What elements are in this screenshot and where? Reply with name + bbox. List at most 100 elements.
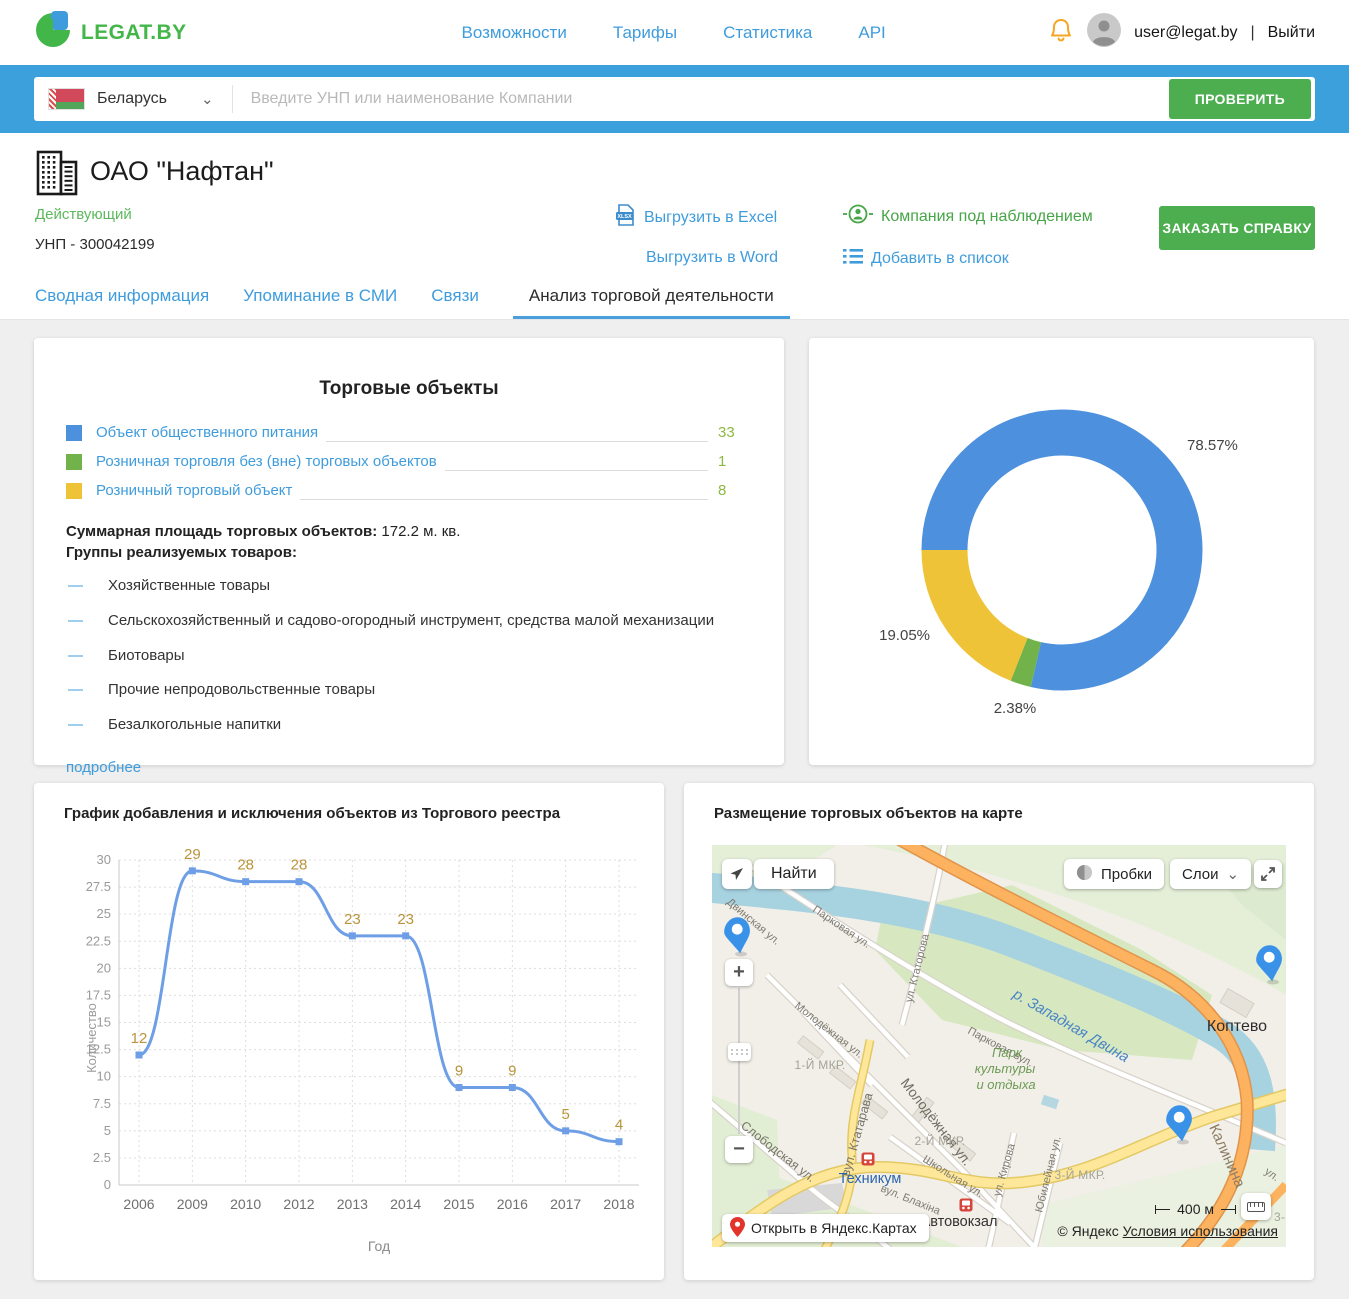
company-tabs: Сводная информация Упоминание в СМИ Связи А… [35,286,790,319]
legend-value: 33 [718,424,735,441]
country-dropdown[interactable]: Беларусь ⌄ [48,88,230,110]
nav-link-1[interactable]: Возможности [461,22,567,42]
ruler-button[interactable] [1241,1193,1271,1220]
nav-link-2[interactable]: Тарифы [612,22,678,42]
svg-text:7.5: 7.5 [93,1096,111,1111]
donut-slice-1[interactable] [921,409,1203,691]
company-watch-link[interactable]: Компания под наблюдением [843,203,1093,230]
legend-label[interactable]: Объект общественного питания [96,424,319,441]
map-canvas: Двинская ул. Парковая ул.ул. КтатороваМол… [712,845,1286,1247]
svg-text:30: 30 [97,852,111,867]
map-label: 2-Й МКР. [914,1133,965,1148]
search-input[interactable] [234,90,1169,108]
fullscreen-button[interactable] [1254,860,1282,888]
dash-icon: — [68,681,83,699]
data-point-2015[interactable] [455,1084,463,1091]
data-point-2014[interactable] [402,932,410,940]
locate-button[interactable] [722,859,752,889]
legend-row-1: Объект общественного питания 33 [66,418,752,447]
data-point-2009[interactable] [188,867,196,875]
map-label: 3-й МК [1274,1210,1286,1224]
notification-bell-icon[interactable] [1048,17,1074,49]
company-unp: УНП - 300042199 [35,236,155,253]
donut-slice-3[interactable] [921,549,1029,681]
dash-icon: — [68,611,83,629]
nav-link-4[interactable]: API [858,22,886,42]
svg-text:25: 25 [97,906,111,921]
data-point-2016[interactable] [508,1084,516,1091]
donut-chart-card: 78.57% 2.38% 19.05% [809,338,1314,765]
traffic-light-icon [1076,864,1093,885]
svg-text:2006: 2006 [123,1196,154,1212]
user-email[interactable]: user@legat.by [1134,23,1238,41]
add-to-list-link[interactable]: Добавить в список [843,248,1009,270]
transit-station-icon [959,1198,973,1212]
more-link[interactable]: подробнее [66,758,142,776]
map-label: Техникум [839,1171,902,1187]
tab-3[interactable]: Связи [431,286,479,305]
donut-chart: 78.57% 2.38% 19.05% [879,409,1238,717]
data-point-2018[interactable] [615,1138,623,1146]
main-nav: Возможности Тарифы Статистика API [461,23,885,43]
goods-group-item-3: — Биотовары [68,646,185,664]
data-point-2017[interactable] [562,1127,570,1135]
company-status: Действующий [35,206,132,223]
donut-slice-2[interactable] [1010,637,1042,688]
map-label: 1-Й МКР. [794,1057,845,1072]
map-attribution: © Яндекс Условия использования [1057,1223,1278,1239]
yandex-map[interactable]: Двинская ул. Парковая ул. ул. Ктаторова Мол… [712,845,1286,1247]
svg-text:2.5: 2.5 [93,1150,111,1165]
search-box: Беларусь ⌄ ПРОВЕРИТЬ [34,77,1315,121]
legend-swatch [66,453,82,470]
svg-text:2015: 2015 [443,1196,474,1212]
legend-label[interactable]: Розничный торговый объект [96,482,293,499]
ruler-icon [1247,1201,1265,1212]
export-excel-link[interactable]: XLSX Выгрузить в Excel [615,204,777,231]
zoom-in-button[interactable]: + [725,959,753,986]
map-find-button[interactable]: Найти [754,859,834,889]
data-point-2010[interactable] [242,878,250,886]
line-chart-card: График добавления и исключения объектов … [34,783,664,1280]
map-pin-3[interactable] [1166,1105,1192,1145]
tab-1[interactable]: Сводная информация [35,286,210,305]
watch-person-icon [843,203,873,230]
zoom-rail [738,988,740,1134]
user-avatar[interactable] [1087,13,1122,52]
legend-row-3: Розничный торговый объект 8 [66,476,752,505]
red-pin-icon [730,1216,745,1240]
terms-link[interactable]: Условия использования [1122,1223,1278,1239]
data-label: 23 [397,911,414,928]
legend-leader-line [326,434,708,442]
goods-group-item-5: — Безалкогольные напитки [68,716,282,733]
trade-objects-card: Торговые объекты Объект общественного пи… [34,338,784,776]
map-pin-1[interactable] [724,917,750,957]
tab-2[interactable]: Упоминание в СМИ [243,286,398,305]
open-in-yandex-maps-button[interactable]: Открыть в Яндекс.Картах [722,1214,929,1242]
zoom-slider-handle[interactable] [728,1043,751,1061]
traffic-button[interactable]: Пробки [1064,859,1164,889]
data-point-2013[interactable] [348,932,356,940]
data-point-2012[interactable] [295,878,303,886]
check-button[interactable]: ПРОВЕРИТЬ [1168,79,1311,119]
line-chart: 0 2.5 5 7.5 10 12.5 15 17.5 20 22.5 25 27.5 30 2006 20… [84,846,639,1254]
zoom-out-button[interactable]: − [725,1136,753,1163]
data-point-2006[interactable] [135,1051,143,1059]
logout-link[interactable]: Выйти [1267,23,1315,41]
order-certificate-button[interactable]: ЗАКАЗАТЬ СПРАВКУ [1159,206,1315,250]
map-label: и отдыха [976,1077,1035,1092]
map-pin-2[interactable] [1256,945,1282,985]
tab-4[interactable]: Анализ торговой деятельности [512,286,790,319]
goods-group-item-2: — Сельскохозяйственный и садово-огородный… [68,611,715,629]
nav-link-3[interactable]: Статистика [723,22,813,42]
legend-leader-line [444,463,708,471]
legend-label[interactable]: Розничная торговля без (вне) торговых об… [96,453,437,470]
trade-legend: Объект общественного питания 33 Рознична… [66,418,752,505]
layers-button[interactable]: Слои ⌄ [1170,859,1252,889]
legend-row-2: Розничная торговля без (вне) торговых об… [66,447,752,476]
data-label: 12 [131,1030,148,1047]
logo[interactable]: LEGAT.BY [34,11,186,54]
y-axis-label: Количество [84,1003,99,1073]
logo-text: LEGAT.BY [81,20,187,44]
xlsx-file-icon: XLSX [615,204,636,231]
export-word-link[interactable]: Выгрузить в Word [646,249,778,266]
